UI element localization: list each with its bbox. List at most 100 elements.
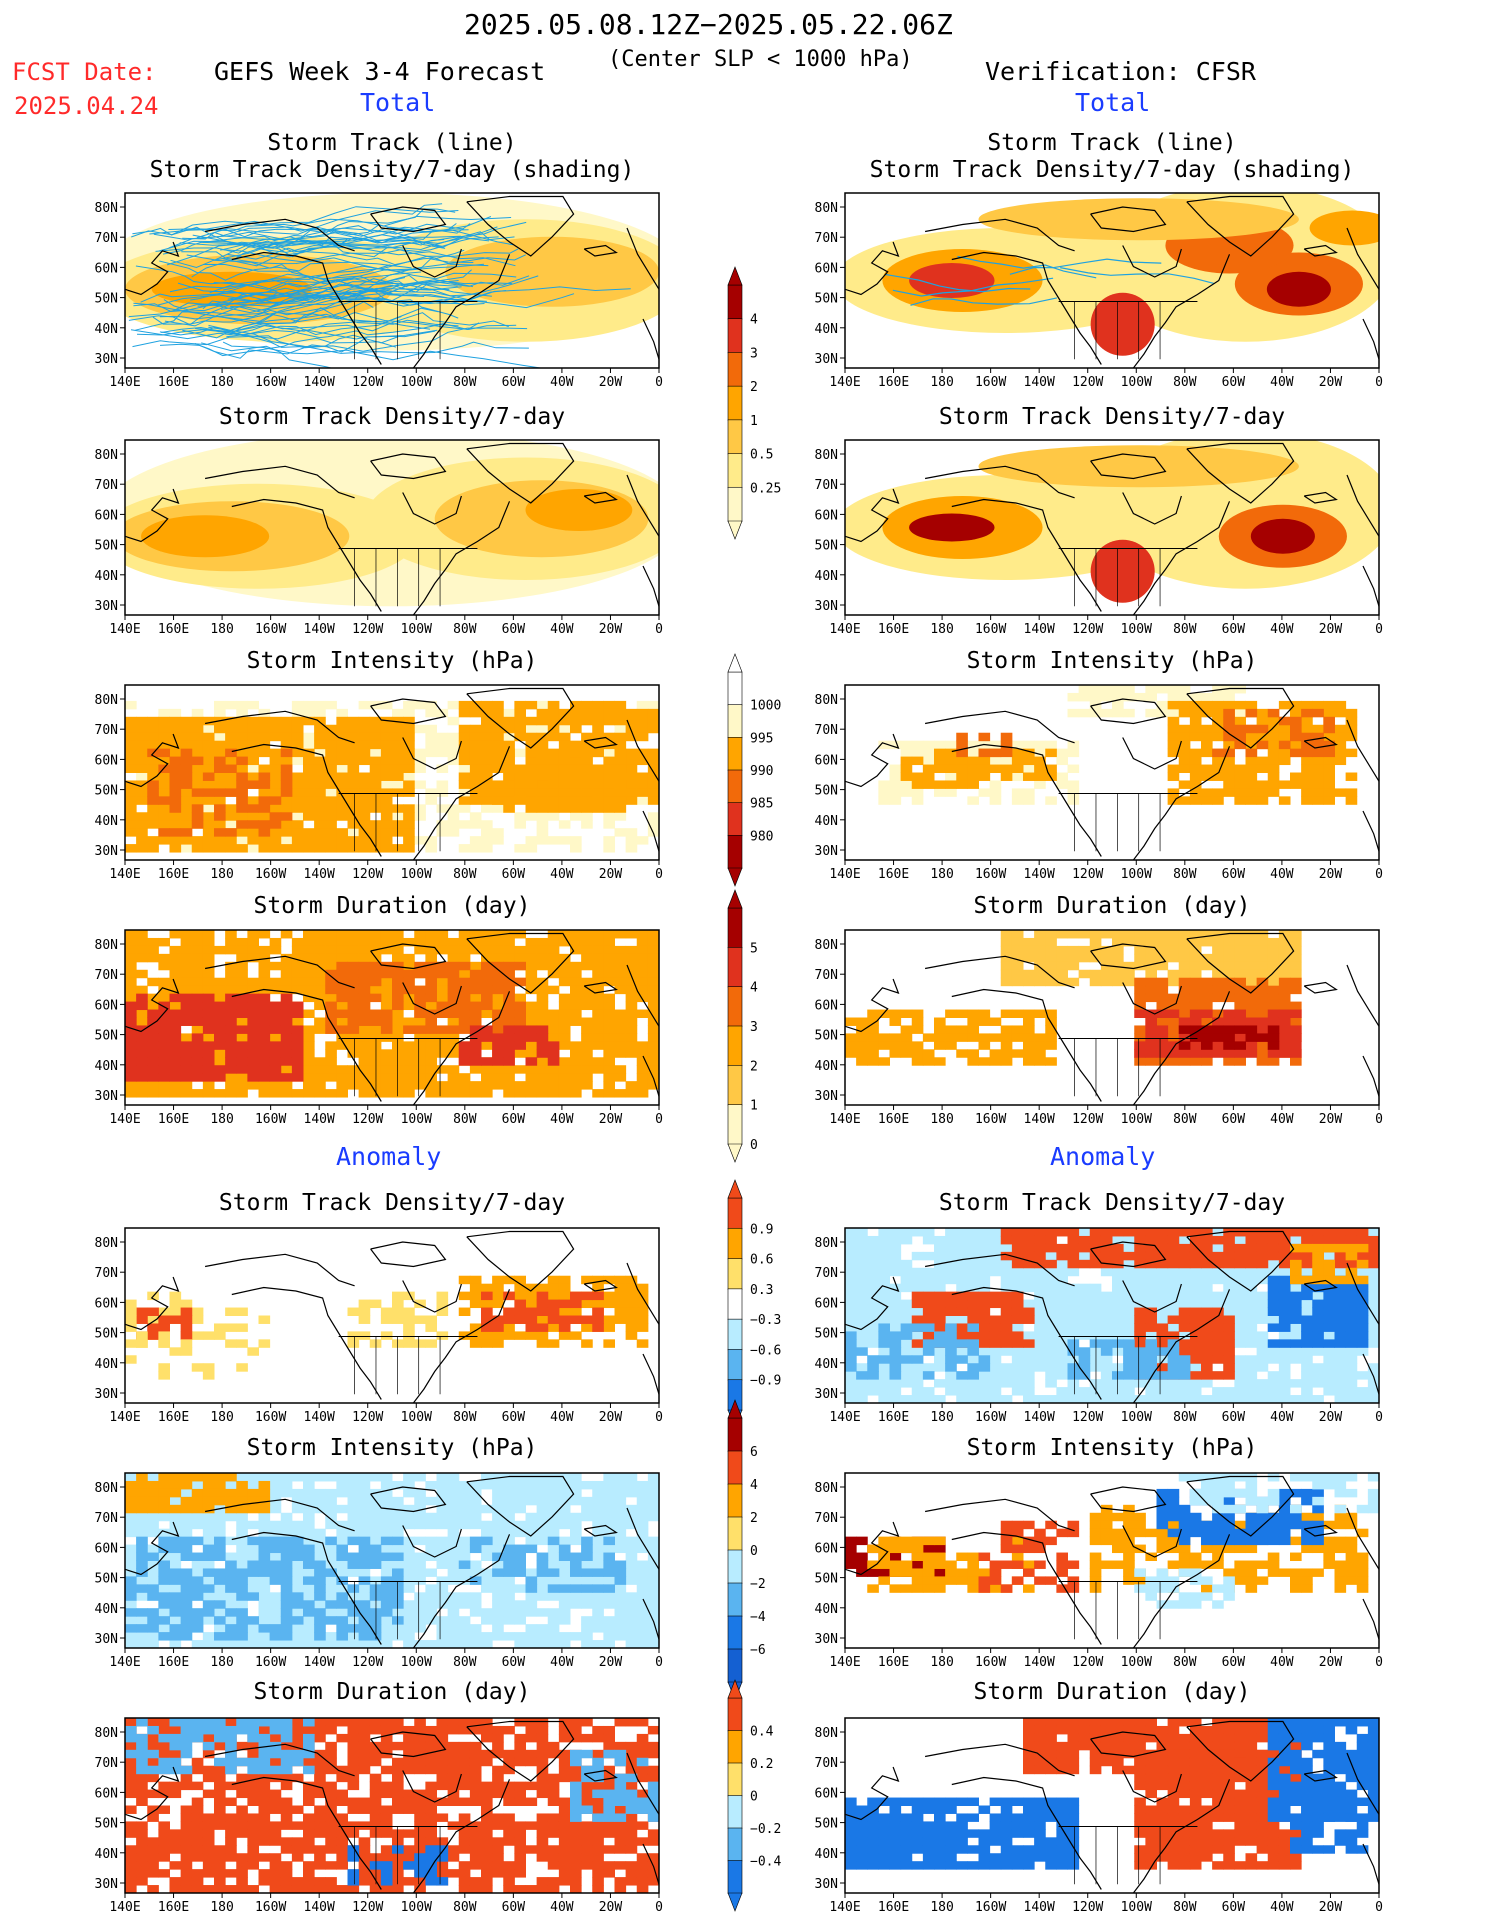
- lon-label: 60W: [502, 1410, 526, 1425]
- lon-label: 140W: [304, 1655, 335, 1670]
- lat-label: 40N: [95, 1602, 118, 1617]
- total-label-left: Total: [360, 88, 436, 117]
- lon-label: 160E: [158, 1112, 189, 1127]
- coastline: [924, 465, 1075, 499]
- lon-label: 100W: [1121, 1900, 1152, 1915]
- panel-frame: [124, 929, 660, 1106]
- panel-frame: [124, 1472, 660, 1649]
- lon-label: 160W: [255, 1655, 286, 1670]
- coastline: [1186, 687, 1295, 749]
- lon-label: 40W: [1270, 1900, 1294, 1915]
- lon-label: 0: [655, 1655, 663, 1670]
- lat-label: 60N: [95, 998, 118, 1013]
- lon-label: 100W: [401, 375, 432, 390]
- lon-label: 100W: [1121, 1112, 1152, 1127]
- colorbar-label: 6: [750, 1445, 758, 1460]
- lat-label: 50N: [95, 1572, 118, 1587]
- colorbar-label: −0.3: [750, 1313, 781, 1328]
- coastline: [1303, 1279, 1338, 1292]
- lat-label: 50N: [95, 292, 118, 307]
- coastline: [1122, 492, 1182, 525]
- lon-label: 80W: [1173, 1112, 1197, 1127]
- lon-label: 20W: [1319, 867, 1343, 882]
- coastline: [402, 245, 462, 278]
- lon-label: 80W: [1173, 1655, 1197, 1670]
- storm-track-line: [163, 264, 391, 312]
- lon-label: 160W: [255, 1410, 286, 1425]
- lat-label: 30N: [95, 1632, 118, 1647]
- lon-label: 100W: [401, 1410, 432, 1425]
- title-density-left: Storm Track Density/7-day: [218, 404, 566, 430]
- coastline: [1186, 1720, 1295, 1782]
- lon-label: 80W: [453, 867, 477, 882]
- lon-label: 140W: [304, 375, 335, 390]
- lat-label: 30N: [815, 1387, 838, 1402]
- panel-frame: [844, 684, 1380, 861]
- lat-label: 70N: [815, 1756, 838, 1771]
- colorbar-label: 0.5: [750, 448, 773, 463]
- lat-label: 60N: [815, 1296, 838, 1311]
- storm-track-line: [135, 265, 408, 290]
- lat-label: 80N: [815, 938, 838, 953]
- colorbar-label: 990: [750, 764, 773, 779]
- lon-label: 0: [1375, 622, 1383, 637]
- coastline: [125, 241, 180, 296]
- lat-label: 70N: [815, 231, 838, 246]
- lat-label: 50N: [815, 539, 838, 554]
- lon-label: 20W: [599, 1410, 623, 1425]
- lon-label: 180: [210, 1112, 233, 1127]
- lon-label: 120W: [352, 375, 383, 390]
- coastline: [231, 743, 382, 857]
- coastline: [1362, 1843, 1379, 1885]
- lon-label: 120W: [352, 622, 383, 637]
- lon-label: 40W: [1270, 375, 1294, 390]
- coastline: [466, 1720, 575, 1782]
- fcst-label: FCST Date:: [12, 58, 157, 86]
- lat-label: 50N: [95, 1029, 118, 1044]
- lon-label: 20W: [1319, 375, 1343, 390]
- lon-label: 60W: [1222, 622, 1246, 637]
- colorbar-label: −4: [750, 1610, 766, 1625]
- lon-label: 100W: [401, 1112, 432, 1127]
- colorbar-intensity: 1000 995 990 985 980: [727, 653, 781, 887]
- coastline: [642, 1055, 659, 1097]
- coastline: [402, 982, 462, 1015]
- lat-label: 50N: [815, 1327, 838, 1342]
- coastline: [370, 1486, 447, 1513]
- lat-label: 80N: [815, 448, 838, 463]
- lon-label: 140E: [829, 867, 860, 882]
- density-panel-gefs: 140E 160E 180 160W 140W 120W 100W 80W 60W 40W 20W 0…: [95, 439, 663, 637]
- storm-track-line: [159, 307, 439, 336]
- lon-label: 140W: [1024, 1112, 1055, 1127]
- coastline: [626, 474, 659, 537]
- coastline: [466, 1230, 575, 1292]
- lon-label: 20W: [599, 375, 623, 390]
- lat-label: 80N: [95, 938, 118, 953]
- storm-track-line: [230, 296, 459, 319]
- lat-label: 30N: [815, 1089, 838, 1104]
- storm-track-line: [177, 282, 487, 303]
- lat-label: 60N: [95, 1541, 118, 1556]
- lon-label: 180: [210, 1655, 233, 1670]
- storm-track-line: [214, 221, 527, 261]
- coastline: [231, 1286, 382, 1400]
- coastline: [412, 1289, 511, 1403]
- title-anom-duration-right: Storm Duration (day): [973, 1679, 1251, 1705]
- lon-label: 160W: [975, 1655, 1006, 1670]
- lon-label: 160E: [878, 375, 909, 390]
- coastline: [1132, 746, 1231, 860]
- lon-label: 120W: [352, 1655, 383, 1670]
- coastline: [1186, 442, 1295, 504]
- coastline: [204, 218, 355, 252]
- coastline: [924, 218, 1075, 252]
- coastline: [204, 1498, 355, 1532]
- lat-label: 70N: [95, 1756, 118, 1771]
- lon-label: 100W: [401, 1900, 432, 1915]
- coastline: [951, 498, 1102, 612]
- panel-frame: [844, 1717, 1380, 1894]
- coastline: [412, 746, 511, 860]
- coastline: [642, 810, 659, 852]
- title-track-shading-right: Storm Track Density/7-day (shading): [869, 157, 1355, 183]
- lon-label: 160W: [975, 1410, 1006, 1425]
- lat-label: 70N: [815, 1511, 838, 1526]
